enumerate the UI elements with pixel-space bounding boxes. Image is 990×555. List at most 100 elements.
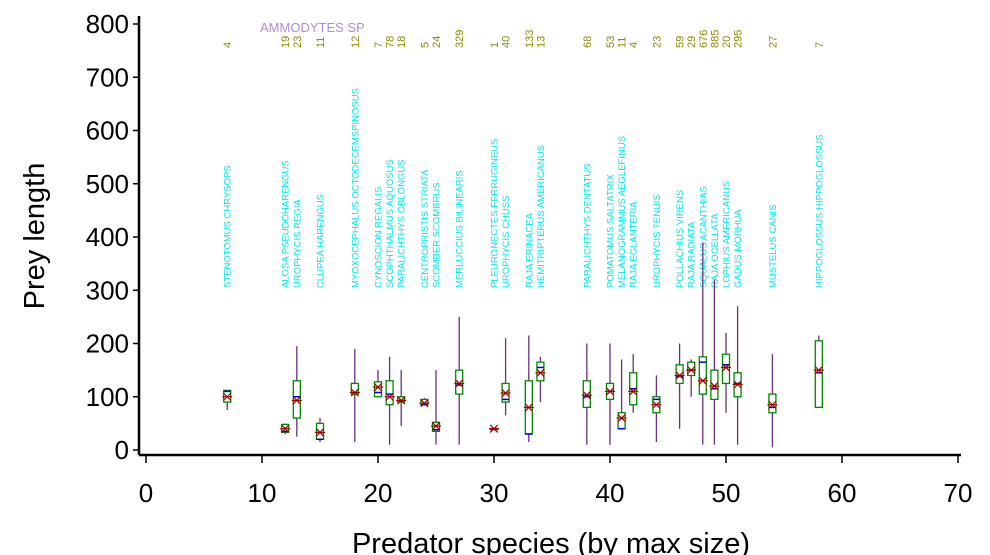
box: [814, 340, 823, 409]
box-group: [605, 343, 615, 445]
species-label: ALOSA PSEUDOHARENGUS: [281, 160, 292, 288]
mean-marker: [349, 388, 360, 397]
box-group: [732, 306, 743, 445]
species-label: MELANOGRAMMUS AEGLEFINUS: [617, 136, 628, 288]
box-group: [686, 359, 697, 397]
box-group: [349, 348, 360, 443]
sample-count: 885: [709, 30, 721, 48]
species-label: STENOTOMUS CHRYSOPS: [223, 165, 234, 288]
species-label: MUSTELUS CANIS: [768, 205, 779, 288]
species-label: CLUPEA HARENGUS: [316, 194, 327, 288]
mean-marker: [222, 392, 233, 401]
box-group: [581, 343, 592, 445]
sample-count: 133: [524, 30, 536, 48]
mean-marker: [500, 388, 511, 398]
y-tick-label: 600: [86, 116, 129, 146]
sample-count: 676: [698, 30, 710, 48]
prey-species-label: AMMODYTES SP: [260, 20, 365, 35]
box-group: [419, 397, 430, 408]
axes: [137, 16, 961, 457]
mean-marker: [732, 380, 743, 389]
species-label: PARALICHTHYS DENTATUS: [582, 163, 593, 288]
x-ticks: 0 10 20 30 40 50 60 70: [139, 455, 973, 508]
box-group: [767, 354, 778, 448]
sample-count: 53: [605, 36, 617, 48]
mean-marker: [535, 368, 546, 377]
mean-marker: [674, 371, 685, 380]
species-label: UROPHYCIS REGIA: [292, 199, 303, 288]
species-label: PARALICHTHYS OBLONGUS: [397, 159, 408, 288]
box: [397, 396, 406, 403]
species-label: RAJA RADIATA: [687, 221, 698, 288]
sample-count: 59: [675, 36, 687, 48]
sample-counts: 4 19 23 11 12 7 78 18 5 24 329 1 40 133 13 68 53 11 4 23 59 2…: [222, 30, 826, 48]
mean-marker: [454, 379, 465, 388]
species-label: UROPHYCIS CHUSS: [501, 196, 512, 288]
box-group: [454, 316, 465, 445]
sample-count: 5: [419, 42, 431, 48]
mean-marker: [651, 400, 662, 409]
box-group: [384, 356, 395, 445]
box: [698, 356, 707, 395]
box: [385, 380, 394, 406]
mean-marker: [280, 424, 291, 433]
boxes: [222, 242, 824, 448]
sample-count: 18: [396, 36, 408, 48]
sample-count: 68: [582, 36, 594, 48]
box-group: [222, 389, 233, 411]
mean-marker: [697, 376, 708, 385]
mean-marker: [431, 421, 441, 431]
species-labels: STENOTOMUS CHRYSOPS ALOSA PSEUDOHARENGUS U…: [223, 88, 826, 288]
species-label: UROPHYCIS TENUIS: [652, 194, 663, 288]
x-tick-label: 40: [596, 478, 625, 508]
x-axis-title: Predator species (by max size): [352, 528, 750, 555]
sample-count: 7: [373, 42, 385, 48]
mean-marker: [628, 387, 639, 396]
species-label: LOPHIUS AMERICANUS: [722, 181, 733, 288]
species-label: POLLACHIUS VIRENS: [675, 190, 686, 288]
sample-count: 4: [628, 42, 640, 48]
mean-marker: [315, 428, 325, 437]
x-tick-label: 0: [139, 478, 153, 508]
y-ticks: 0 100 200 300 400 500 600 700 800: [86, 9, 139, 465]
box: [687, 361, 696, 377]
box: [768, 393, 777, 414]
species-label: MERLUCCIUS BILINEARIS: [455, 170, 466, 288]
species-label: SCOMBER SCOMBRUS: [432, 182, 443, 288]
species-label: HIPPOGLOSSUS HIPPOGLOSSUS: [814, 134, 825, 288]
sample-count: 12: [350, 36, 362, 48]
box-group: [674, 343, 685, 429]
mean-marker: [373, 382, 383, 392]
sample-count: 295: [733, 30, 745, 48]
sample-count: 20: [721, 36, 733, 48]
box-group: [291, 346, 302, 437]
box-group: [697, 242, 708, 445]
box-group: [396, 370, 407, 427]
y-tick-label: 700: [86, 62, 129, 92]
species-label: CYNOSCION REGALIS: [374, 187, 385, 288]
mean-marker: [767, 400, 778, 409]
mean-marker: [396, 396, 407, 405]
sample-count: 13: [535, 36, 547, 48]
y-tick-label: 200: [86, 329, 129, 359]
x-tick-label: 70: [944, 478, 973, 508]
box-group: [709, 279, 720, 445]
box: [721, 353, 731, 385]
sample-count: 23: [651, 36, 663, 48]
mean-marker: [523, 403, 534, 412]
species-label: POMATOMUS SALTATRIX: [606, 174, 617, 288]
box-group: [373, 370, 383, 398]
box: [536, 361, 545, 382]
y-tick-label: 800: [86, 9, 129, 39]
sample-count: 27: [767, 36, 779, 48]
mean-marker: [721, 363, 731, 372]
y-tick-label: 400: [86, 222, 129, 252]
species-label: PLEURONECTES FERRUGINEUS: [490, 139, 501, 288]
y-tick-label: 500: [86, 169, 129, 199]
x-tick-label: 10: [248, 478, 277, 508]
sample-count: 4: [222, 42, 234, 48]
box-group: [628, 354, 639, 413]
mean-marker: [605, 387, 615, 396]
x-tick-label: 60: [828, 478, 857, 508]
